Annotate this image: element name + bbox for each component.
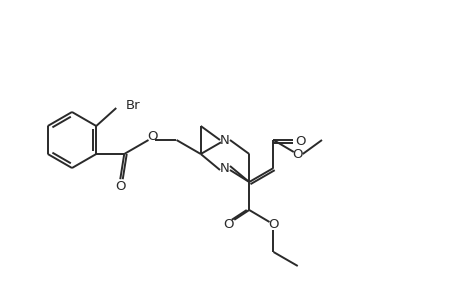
Text: N: N <box>220 134 230 146</box>
Text: O: O <box>147 130 157 142</box>
Text: O: O <box>294 134 305 148</box>
Text: O: O <box>115 180 125 193</box>
Text: O: O <box>292 148 302 160</box>
Text: Br: Br <box>126 98 140 112</box>
Text: O: O <box>268 218 278 230</box>
Text: O: O <box>223 218 233 231</box>
Text: N: N <box>220 161 230 175</box>
